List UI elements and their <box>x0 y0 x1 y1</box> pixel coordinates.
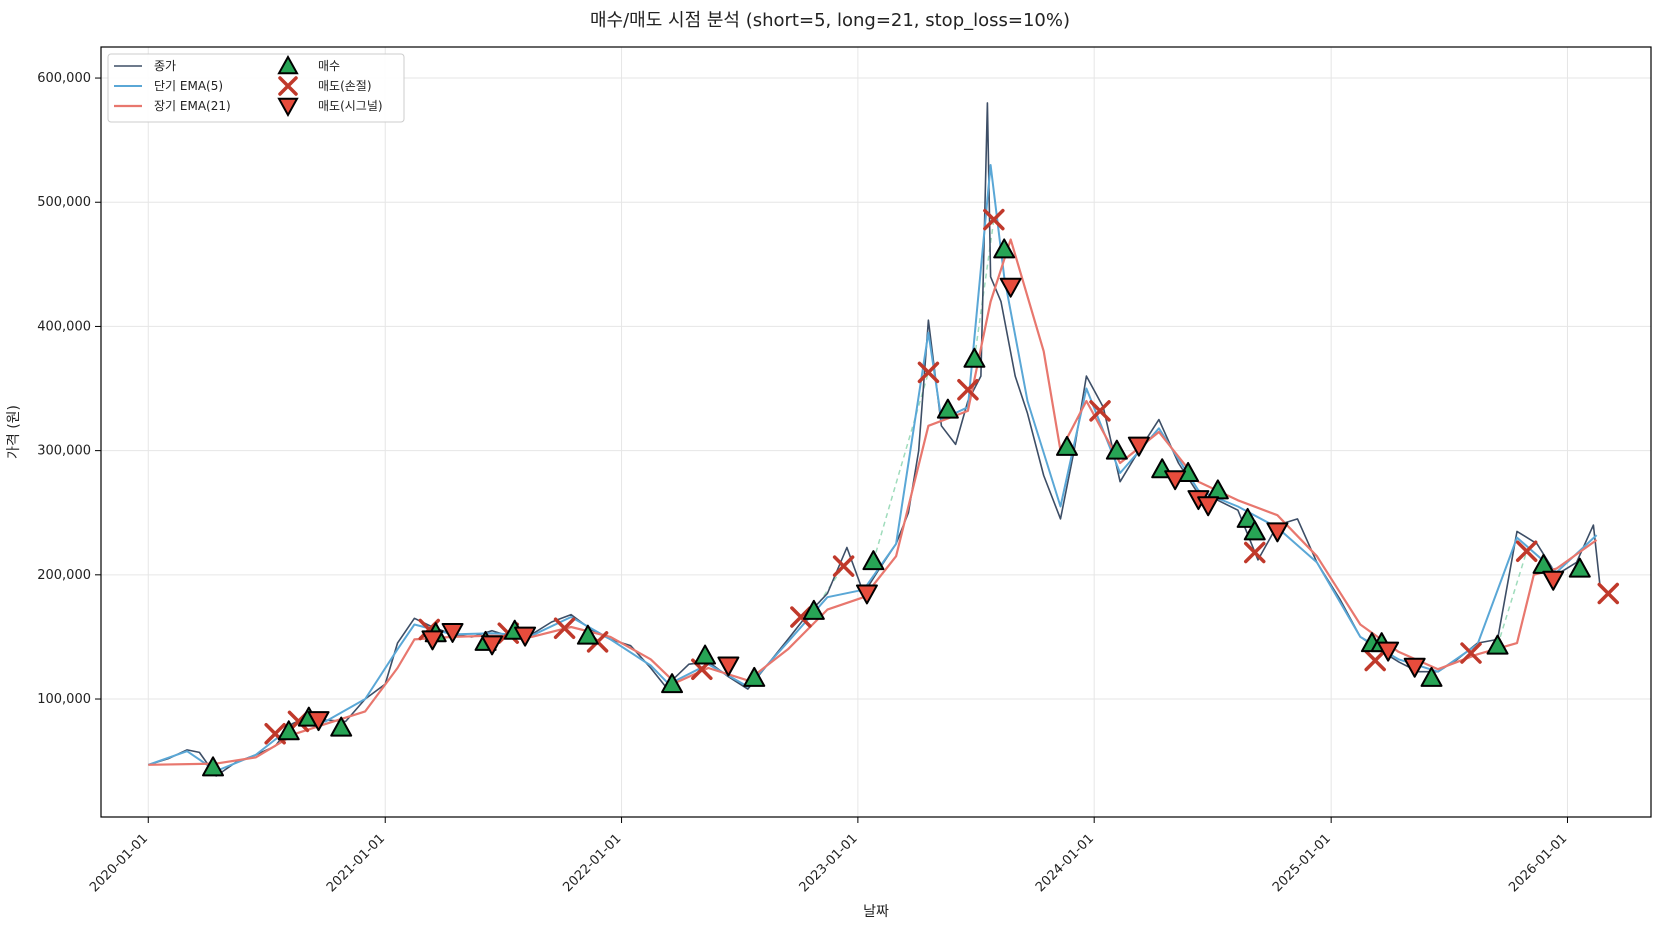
y-tick-label: 600,000 <box>37 71 91 86</box>
buy-marker <box>743 666 766 687</box>
y-axis-label: 가격 (원) <box>6 405 22 459</box>
legend-sell-signal-label: 매도(시그널) <box>318 99 383 113</box>
buy-marker <box>277 720 300 741</box>
sell-signal-marker <box>1197 496 1220 517</box>
y-tick-label: 100,000 <box>37 692 91 707</box>
legend-sell-stop-swatch <box>278 76 298 96</box>
x-axis-label: 날짜 <box>863 904 889 920</box>
buy-marker <box>936 398 959 419</box>
buy-marker <box>1486 634 1509 655</box>
buy-marker <box>576 624 599 645</box>
x-tick-label: 2022-01-01 <box>560 831 624 895</box>
legend-close-label: 종가 <box>154 59 176 73</box>
buy-marker <box>1055 435 1078 456</box>
ema-short-line <box>147 164 1598 772</box>
sell-signal-marker <box>999 277 1022 298</box>
sell-stop-marker <box>1597 582 1620 605</box>
sell-signal-marker <box>307 711 330 732</box>
sell-stop-marker <box>983 208 1005 231</box>
sell-stop-marker <box>917 361 940 384</box>
sell-signal-marker <box>1377 641 1400 662</box>
grid <box>101 47 1651 817</box>
sell-stop-marker <box>832 555 855 577</box>
legend-sell-stop-label: 매도(손절) <box>318 79 372 93</box>
buy-marker <box>963 347 986 368</box>
chart-title: 매수/매도 시점 분석 (short=5, long=21, stop_loss… <box>590 10 1070 31</box>
legend-buy-label: 매수 <box>318 59 340 73</box>
sell-signal-marker <box>855 584 878 605</box>
x-tick-label: 2023-01-01 <box>797 831 861 895</box>
buy-marker <box>1206 479 1229 500</box>
buy-marker <box>862 550 885 571</box>
y-tick-label: 300,000 <box>37 444 91 459</box>
buy-marker <box>1105 439 1128 460</box>
sell-stop-marker <box>957 379 979 401</box>
y-tick-label: 200,000 <box>37 568 91 583</box>
trade-connector-line <box>1496 551 1528 646</box>
sell-stop-marker <box>1364 649 1386 672</box>
buy-marker <box>330 716 353 737</box>
legend-ema-short-label: 단기 EMA(5) <box>154 79 223 93</box>
x-tick-label: 2024-01-01 <box>1033 831 1097 895</box>
buy-marker <box>1568 557 1591 578</box>
buy-marker <box>1420 666 1443 687</box>
buy-marker <box>661 673 684 694</box>
sell-signal-marker <box>717 656 740 677</box>
x-tick-label: 2025-01-01 <box>1270 831 1334 895</box>
sell-signal-marker <box>1403 657 1426 678</box>
sell-signal-marker <box>421 630 444 651</box>
sell-stop-marker <box>553 617 576 639</box>
x-tick-label: 2026-01-01 <box>1506 831 1570 895</box>
sell-signal-marker <box>514 626 537 647</box>
plot-frame <box>100 46 1652 818</box>
y-tick-label: 400,000 <box>37 319 91 334</box>
buy-marker <box>993 238 1016 259</box>
sell-signal-marker <box>1127 436 1150 457</box>
sell-signal-marker <box>1542 570 1565 591</box>
y-tick-label: 500,000 <box>37 195 91 210</box>
sell-signal-marker <box>1266 522 1289 543</box>
sell-stop-marker <box>1460 642 1482 664</box>
x-axis: 2020-01-01 2021-01-01 2022-01-01 2023-01-01… <box>87 817 1570 895</box>
sell-stop-marker <box>1244 541 1266 564</box>
sell-signal-marker <box>441 622 464 643</box>
sell-signal-marker <box>481 635 504 656</box>
sell-stop-marker <box>1515 540 1538 562</box>
y-axis: 100,000 200,000 300,000 400,000 500,000 600,0… <box>37 71 101 707</box>
buy-marker <box>1236 507 1259 528</box>
buy-marker <box>1243 520 1266 541</box>
legend-box <box>107 53 405 123</box>
ema-long-line <box>148 238 1598 766</box>
trade-connector-line <box>872 372 930 562</box>
sell-signal-marker <box>1164 470 1187 491</box>
legend-ema-long-label: 장기 EMA(21) <box>154 99 231 113</box>
legend-sell-signal-swatch <box>277 97 299 118</box>
sell-stop-marker <box>1089 400 1111 422</box>
buy-marker <box>802 599 825 620</box>
close-price-line <box>148 102 1601 777</box>
x-tick-label: 2021-01-01 <box>324 831 388 895</box>
x-tick-label: 2020-01-01 <box>87 831 151 895</box>
buy-marker <box>694 644 717 665</box>
legend-buy-swatch <box>277 54 299 75</box>
buy-marker <box>202 756 225 777</box>
sell-stop-marker <box>790 606 812 628</box>
